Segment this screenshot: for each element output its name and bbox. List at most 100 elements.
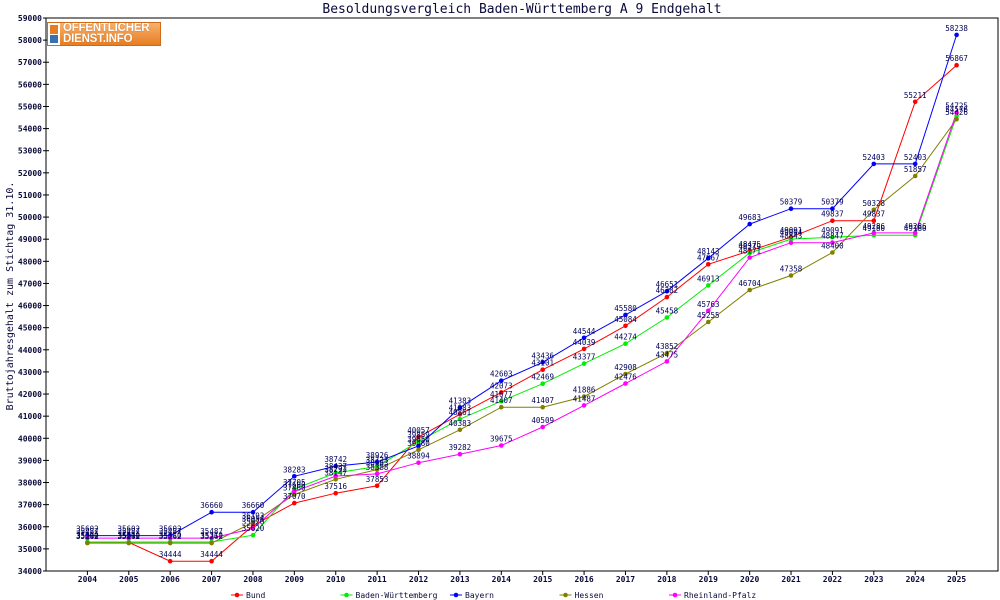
data-point-baden-wuerttemberg — [581, 361, 587, 366]
x-tick-label: 2004 — [78, 575, 97, 584]
x-tick-label: 2020 — [740, 575, 759, 584]
data-point-bund — [457, 412, 463, 417]
data-point-rheinland-pfalz — [416, 460, 421, 466]
y-tick-label: 44000 — [18, 346, 42, 355]
data-label-baden-wuerttemberg: 45458 — [656, 307, 679, 316]
y-tick-label: 50000 — [18, 213, 42, 222]
data-label-baden-wuerttemberg: 42469 — [531, 373, 554, 382]
data-label-bund: 49837 — [821, 210, 844, 219]
data-label-bayern: 42603 — [490, 370, 513, 379]
legend-marker-hessen — [563, 592, 568, 598]
data-label-rheinland-pfalz: 48843 — [780, 232, 803, 241]
y-tick-label: 36000 — [18, 523, 42, 532]
legend-label-hessen: Hessen — [575, 591, 604, 600]
data-label-baden-wuerttemberg: 54576 — [945, 105, 968, 114]
data-label-hessen: 35262 — [159, 532, 182, 541]
data-label-hessen: 54426 — [945, 108, 968, 117]
data-point-bayern — [374, 459, 380, 465]
legend-marker-bund — [234, 592, 240, 598]
x-tick-label: 2010 — [326, 575, 345, 584]
data-point-baden-wuerttemberg — [250, 532, 256, 538]
data-point-bayern — [788, 206, 794, 211]
x-tick-label: 2022 — [823, 575, 842, 584]
y-tick-label: 53000 — [18, 147, 42, 156]
data-point-bayern — [499, 378, 504, 384]
data-label-bayern: 36660 — [242, 501, 265, 510]
data-point-bayern — [912, 161, 918, 167]
data-label-rheinland-pfalz: 48847 — [821, 232, 844, 241]
data-label-bayern: 41383 — [449, 397, 472, 406]
data-point-rheinland-pfalz — [954, 110, 959, 115]
data-point-rheinland-pfalz — [126, 535, 132, 541]
data-point-rheinland-pfalz — [830, 240, 835, 245]
data-point-bayern — [581, 335, 587, 341]
data-point-bund — [664, 294, 670, 300]
data-label-rheinland-pfalz: 54725 — [945, 102, 968, 111]
series-line-baden-wuerttemberg — [87, 115, 958, 543]
data-label-hessen: 43852 — [656, 342, 679, 351]
data-point-bayern — [623, 312, 628, 318]
data-label-bayern: 52403 — [863, 153, 886, 162]
data-label-rheinland-pfalz: 49286 — [904, 222, 927, 231]
data-point-bayern — [540, 360, 545, 365]
y-tick-label: 54000 — [18, 125, 42, 134]
plot-frame — [45, 17, 999, 572]
data-label-bayern: 38742 — [324, 455, 347, 464]
data-label-hessen: 35262 — [118, 532, 141, 541]
y-tick-label: 49000 — [18, 235, 42, 244]
legend-label-bayern: Bayern — [465, 591, 494, 600]
data-point-bund — [167, 558, 173, 564]
data-label-bayern: 44544 — [573, 327, 596, 336]
data-point-rheinland-pfalz — [623, 381, 628, 386]
y-axis: 34000 35000 36000 37000 38000 39000 40000 41000… — [18, 14, 49, 576]
data-point-rheinland-pfalz — [540, 424, 545, 430]
data-point-bund — [292, 500, 297, 506]
data-point-bayern — [292, 474, 297, 479]
data-labels: 35292 35292 34444 34444 36054 37070 37516 37853… — [76, 24, 968, 559]
data-label-rheinland-pfalz: 35487 — [200, 527, 223, 536]
data-label-baden-wuerttemberg: 39859 — [407, 430, 430, 439]
legend-item-bayern: Bayern — [450, 591, 494, 600]
data-label-rheinland-pfalz: 38388 — [366, 463, 389, 472]
data-label-hessen: 38583 — [366, 459, 389, 468]
data-label-rheinland-pfalz: 39675 — [490, 435, 513, 444]
data-label-bund: 56867 — [945, 54, 968, 63]
data-point-bund — [540, 367, 545, 373]
y-tick-label: 34000 — [18, 567, 42, 576]
y-tick-label: 41000 — [18, 412, 42, 421]
data-point-bund — [954, 62, 959, 68]
data-point-baden-wuerttemberg — [706, 283, 711, 288]
data-label-bayern: 48143 — [697, 247, 720, 256]
data-point-rheinland-pfalz — [788, 240, 794, 245]
data-label-baden-wuerttemberg: 38723 — [366, 456, 389, 465]
data-point-hessen — [457, 427, 463, 433]
y-tick-label: 35000 — [18, 545, 42, 554]
logo-line-1: ÖFFENTLICHER — [63, 23, 150, 34]
y-tick-label: 40000 — [18, 434, 42, 443]
data-label-baden-wuerttemberg: 37705 — [283, 478, 306, 487]
data-point-bund — [623, 323, 628, 329]
data-point-hessen — [126, 540, 132, 546]
x-tick-label: 2024 — [906, 575, 925, 584]
data-label-bund: 37070 — [283, 492, 306, 501]
data-point-rheinland-pfalz — [706, 308, 711, 314]
data-point-hessen — [85, 540, 90, 546]
x-tick-label: 2016 — [574, 575, 593, 584]
data-label-hessen: 37460 — [283, 484, 306, 493]
logo-text: ÖFFENTLICHER DIENST.INFO — [60, 23, 149, 45]
y-tick-label: 38000 — [18, 479, 42, 488]
data-point-bund — [209, 558, 214, 564]
data-point-baden-wuerttemberg — [416, 439, 421, 444]
data-label-bund: 48475 — [738, 240, 761, 249]
data-label-bayern: 35602 — [76, 525, 99, 534]
data-label-baden-wuerttemberg: 35310 — [76, 531, 99, 540]
legend-item-rheinland-pfalz: Rheinland-Pfalz — [669, 591, 756, 600]
data-label-bayern: 52403 — [904, 153, 927, 162]
legend-label-rheinland-pfalz: Rheinland-Pfalz — [684, 591, 756, 600]
data-point-bund — [581, 346, 587, 352]
data-label-bund: 41083 — [449, 403, 472, 412]
data-point-hessen — [788, 273, 794, 278]
x-tick-label: 2008 — [243, 575, 262, 584]
